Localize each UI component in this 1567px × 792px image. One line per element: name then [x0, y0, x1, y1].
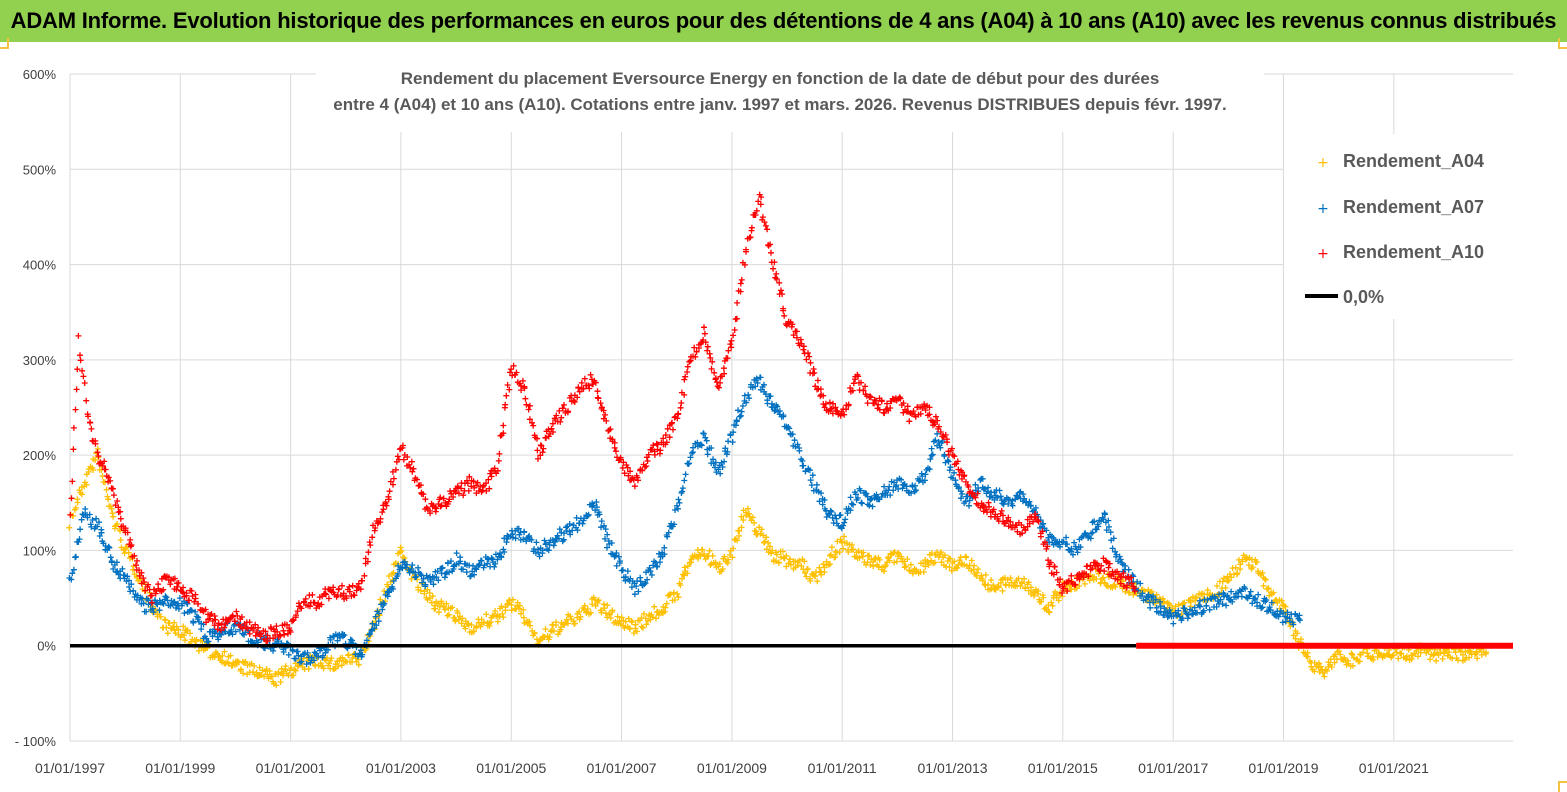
y-tick-label: 300% [23, 353, 57, 368]
legend-item-a10: + Rendement_A10 [1317, 242, 1484, 262]
chart-title-line-2: entre 4 (A04) et 10 ans (A10). Cotations… [333, 95, 1227, 114]
legend-label-a07: Rendement_A07 [1343, 197, 1484, 217]
chart-title-line-1: Rendement du placement Eversource Energy… [401, 69, 1160, 88]
x-tick-label: 01/01/2009 [697, 760, 767, 776]
legend-label-zero: 0,0% [1343, 287, 1384, 307]
y-tick-label: 100% [23, 543, 57, 558]
x-tick-labels: 01/01/1997 01/01/1999 01/01/2001 01/01/2003… [35, 760, 1429, 776]
x-tick-label: 01/01/2005 [476, 760, 546, 776]
series-markers [66, 445, 1490, 689]
legend-item-zero: 0,0% [1305, 287, 1384, 307]
x-tick-label: 01/01/2017 [1138, 760, 1208, 776]
y-tick-label: - 100% [15, 734, 57, 749]
y-tick-label: 400% [23, 258, 57, 273]
x-tick-label: 01/01/2019 [1248, 760, 1318, 776]
series-rendement-a07 [66, 374, 1303, 668]
x-tick-label: 01/01/2011 [808, 760, 877, 776]
legend-label-a04: Rendement_A04 [1343, 151, 1484, 171]
selection-handle-top-right [1558, 38, 1567, 49]
series-markers [67, 191, 1138, 645]
y-tick-label: 200% [23, 448, 57, 463]
series-markers [66, 374, 1303, 668]
selection-handle-bottom-right [1558, 781, 1567, 792]
series-rendement-a10 [67, 191, 1138, 645]
x-tick-label: 01/01/2013 [918, 760, 988, 776]
x-tick-label: 01/01/2015 [1028, 760, 1098, 776]
legend: + Rendement_A04 + Rendement_A07 + Rendem… [1284, 134, 1514, 319]
legend-marker-a07: + [1317, 201, 1329, 217]
x-tick-label: 01/01/1997 [35, 760, 105, 776]
chart-title-group: Rendement du placement Eversource Energy… [316, 62, 1264, 132]
y-tick-label: 0% [37, 639, 56, 654]
series-layer [66, 191, 1490, 689]
y-tick-label: 600% [23, 67, 57, 82]
chart-title-background [316, 62, 1264, 132]
x-tick-label: 01/01/2001 [256, 760, 326, 776]
legend-label-a10: Rendement_A10 [1343, 242, 1484, 262]
series-rendement-a04 [66, 445, 1490, 689]
x-tick-label: 01/01/2007 [586, 760, 656, 776]
banner: ADAM Informe. Evolution historique des p… [0, 0, 1567, 42]
legend-background [1284, 134, 1514, 319]
legend-marker-a04: + [1317, 155, 1329, 171]
legend-item-a04: + Rendement_A04 [1317, 151, 1484, 171]
x-tick-label: 01/01/2021 [1359, 760, 1429, 776]
y-tick-label: 500% [23, 162, 57, 177]
y-tick-labels: - 100% 0% 100% 200% 300% 400% 500% 600% [15, 67, 57, 749]
selection-handle-top-left [0, 38, 9, 49]
x-tick-label: 01/01/2003 [366, 760, 436, 776]
banner-title: ADAM Informe. Evolution historique des p… [10, 8, 1557, 33]
legend-marker-a10: + [1317, 246, 1329, 262]
x-tick-label: 01/01/1999 [145, 760, 215, 776]
legend-item-a07: + Rendement_A07 [1317, 197, 1484, 217]
chart-area: - 100% 0% 100% 200% 300% 400% 500% 600% 01/01/1… [0, 42, 1567, 790]
